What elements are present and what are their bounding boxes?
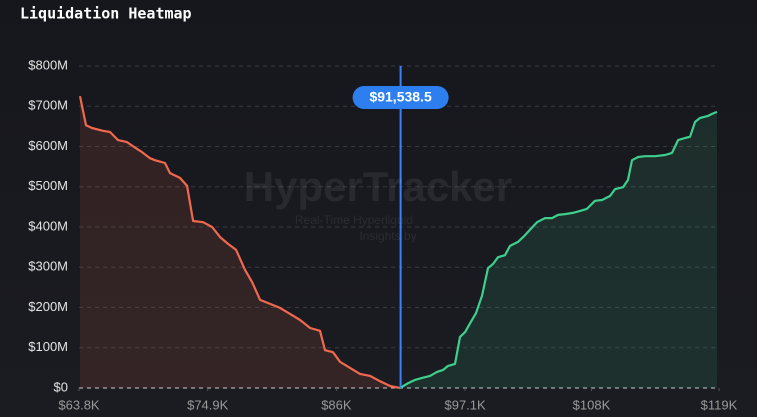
y-tick-label: $0: [54, 379, 68, 394]
watermark: HyperTracker Real-Time Hyperliquid Insig…: [244, 163, 513, 243]
line: [78, 95, 401, 390]
chart-title: Liquidation Heatmap: [20, 5, 192, 23]
x-tick-label: $86K: [321, 397, 352, 412]
y-tick-label: $400M: [28, 218, 68, 233]
x-tick-label: $119K: [701, 397, 738, 412]
y-tick-label: $600M: [28, 138, 68, 153]
x-tick-label: $63.8K: [58, 397, 100, 412]
y-tick-label: $100M: [28, 339, 68, 354]
y-tick-label: $800M: [28, 57, 68, 72]
x-tick-label: $108K: [573, 397, 611, 412]
watermark-line: Real-Time Hyperliquid: [295, 213, 413, 227]
watermark-line: Insights by: [359, 229, 416, 243]
y-tick-label: $500M: [28, 178, 68, 193]
y-tick-label: $300M: [28, 259, 68, 274]
x-tick-label: $74.9K: [187, 397, 229, 412]
x-tick-label: $97.1K: [444, 397, 486, 412]
current-price-label: $91,538.5: [369, 89, 431, 105]
area: [400, 111, 717, 389]
y-tick-label: $200M: [28, 299, 68, 314]
watermark-title: HyperTracker: [244, 163, 513, 210]
y-tick-label: $700M: [28, 98, 68, 113]
line: [399, 110, 718, 389]
area: [80, 96, 400, 388]
current-price-pill: [352, 86, 449, 109]
